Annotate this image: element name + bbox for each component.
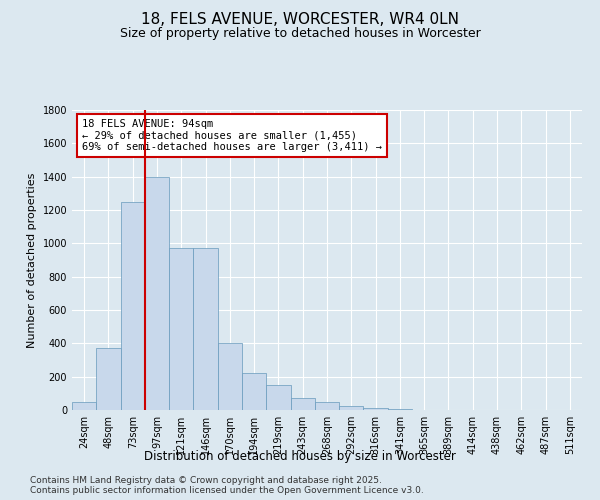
Bar — [315, 402, 339, 410]
Bar — [72, 402, 96, 410]
Bar — [193, 248, 218, 410]
Y-axis label: Number of detached properties: Number of detached properties — [27, 172, 37, 348]
Text: Size of property relative to detached houses in Worcester: Size of property relative to detached ho… — [119, 28, 481, 40]
Text: 18 FELS AVENUE: 94sqm
← 29% of detached houses are smaller (1,455)
69% of semi-d: 18 FELS AVENUE: 94sqm ← 29% of detached … — [82, 119, 382, 152]
Bar — [96, 348, 121, 410]
Text: 18, FELS AVENUE, WORCESTER, WR4 0LN: 18, FELS AVENUE, WORCESTER, WR4 0LN — [141, 12, 459, 28]
Bar — [266, 385, 290, 410]
Bar — [169, 248, 193, 410]
Bar — [242, 372, 266, 410]
Text: Distribution of detached houses by size in Worcester: Distribution of detached houses by size … — [144, 450, 456, 463]
Bar — [121, 202, 145, 410]
Text: Contains HM Land Registry data © Crown copyright and database right 2025.
Contai: Contains HM Land Registry data © Crown c… — [30, 476, 424, 495]
Bar — [364, 408, 388, 410]
Bar — [145, 176, 169, 410]
Bar — [388, 409, 412, 410]
Bar — [339, 406, 364, 410]
Bar — [290, 398, 315, 410]
Bar — [218, 344, 242, 410]
